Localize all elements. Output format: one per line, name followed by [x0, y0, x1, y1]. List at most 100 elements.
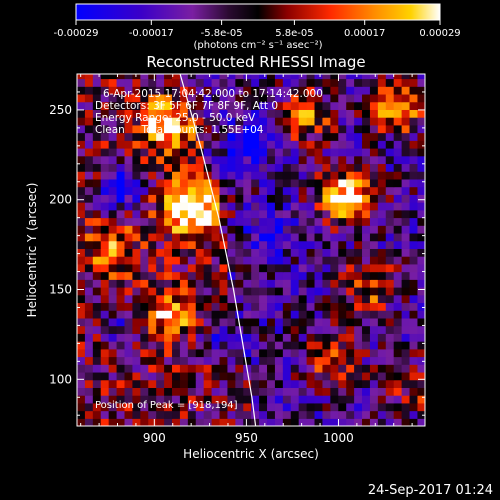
- heatmap-cell: [77, 348, 86, 358]
- heatmap-cell: [306, 402, 316, 412]
- heatmap-cell: [195, 101, 205, 110]
- heatmap-cell: [290, 147, 300, 157]
- heatmap-cell: [290, 217, 300, 226]
- heatmap-cell: [274, 279, 284, 288]
- heatmap-cell: [251, 194, 260, 203]
- heatmap-cell: [195, 325, 205, 334]
- heatmap-cell: [108, 279, 118, 288]
- heatmap-cell: [338, 202, 347, 211]
- heatmap-cell: [306, 356, 316, 365]
- heatmap-cell: [77, 140, 86, 149]
- footer-timestamp: 24-Sep-2017 01:24: [368, 483, 493, 498]
- heatmap-cell: [362, 132, 371, 141]
- heatmap-cell: [290, 225, 300, 234]
- heatmap-cell: [84, 209, 94, 219]
- heatmap-cell: [385, 387, 395, 396]
- heatmap-cell: [401, 147, 411, 157]
- heatmap-cell: [306, 286, 316, 296]
- heatmap-cell: [92, 256, 102, 265]
- heatmap-cell: [156, 317, 165, 327]
- heatmap-cell: [393, 279, 403, 288]
- heatmap-cell: [354, 124, 363, 134]
- heatmap-cell: [267, 117, 276, 126]
- heatmap-cell: [172, 163, 181, 172]
- heatmap-cell: [211, 101, 221, 110]
- heatmap-cell: [187, 341, 197, 350]
- heatmap-cell: [330, 294, 339, 304]
- heatmap-cell: [132, 302, 141, 311]
- heatmap-cell: [393, 395, 403, 404]
- heatmap-cell: [77, 341, 86, 350]
- heatmap-cell: [267, 248, 276, 257]
- heatmap-cell: [298, 124, 308, 134]
- heatmap-cell: [274, 271, 284, 280]
- heatmap-cell: [203, 325, 213, 334]
- heatmap-cell: [274, 248, 284, 257]
- heatmap-cell: [259, 248, 268, 257]
- heatmap-cell: [108, 364, 118, 373]
- heatmap-cell: [362, 163, 371, 172]
- heatmap-cell: [92, 178, 102, 188]
- heatmap-cell: [314, 109, 324, 118]
- heatmap-cell: [346, 325, 355, 334]
- heatmap-cell: [409, 240, 419, 249]
- heatmap-cell: [409, 155, 419, 165]
- heatmap-cell: [116, 124, 126, 134]
- heatmap-cell: [362, 302, 371, 311]
- heatmap-cell: [377, 171, 387, 180]
- heatmap-cell: [346, 240, 355, 249]
- heatmap-cell: [338, 395, 347, 404]
- heatmap-cell: [417, 202, 425, 211]
- heatmap-cell: [314, 325, 324, 334]
- heatmap-cell: [338, 240, 347, 249]
- heatmap-cell: [140, 86, 149, 95]
- heatmap-cell: [140, 356, 149, 365]
- heatmap-cell: [377, 387, 387, 396]
- heatmap-cell: [377, 395, 387, 404]
- heatmap-cell: [235, 178, 244, 188]
- heatmap-cell: [314, 209, 324, 219]
- heatmap-cell: [187, 286, 197, 296]
- heatmap-cell: [362, 364, 371, 373]
- heatmap-cell: [338, 279, 347, 288]
- heatmap-cell: [243, 379, 252, 388]
- heatmap-cell: [274, 209, 284, 219]
- heatmap-cell: [417, 341, 425, 350]
- heatmap-cell: [346, 202, 355, 211]
- heatmap-cell: [227, 387, 236, 396]
- heatmap-cell: [116, 371, 126, 381]
- heatmap-cell: [314, 194, 324, 203]
- heatmap-cell: [172, 410, 181, 419]
- heatmap-cell: [211, 240, 221, 249]
- heatmap-cell: [187, 209, 197, 219]
- heatmap-cell: [156, 171, 165, 180]
- plot-frame: [76, 73, 426, 427]
- heatmap-cell: [409, 132, 419, 141]
- heatmap-cell: [108, 256, 118, 265]
- heatmap-cell: [179, 271, 189, 280]
- heatmap-cell: [290, 117, 300, 126]
- heatmap-cell: [322, 78, 331, 87]
- heatmap-cell: [132, 217, 141, 226]
- heatmap-cell: [393, 132, 403, 141]
- heatmap-cell: [243, 202, 252, 211]
- heatmap-cell: [306, 294, 316, 304]
- heatmap-cell: [322, 178, 331, 188]
- heatmap-cell: [417, 379, 425, 388]
- heatmap-cell: [148, 194, 157, 203]
- colorbar-tick-label: -0.00017: [129, 28, 174, 39]
- heatmap-cell: [92, 418, 102, 426]
- heatmap-cell: [179, 317, 189, 327]
- heatmap-cell: [322, 132, 331, 141]
- heatmap-cell: [92, 155, 102, 165]
- heatmap-cell: [100, 248, 110, 257]
- heatmap-cell: [116, 364, 126, 373]
- heatmap-cell: [322, 140, 331, 149]
- heatmap-cell: [235, 325, 244, 334]
- heatmap-cell: [148, 317, 157, 327]
- heatmap-cell: [417, 93, 425, 103]
- heatmap-cell: [116, 217, 126, 226]
- heatmap-cell: [362, 310, 371, 319]
- heatmap-cell: [251, 410, 260, 419]
- heatmap-cell: [187, 279, 197, 288]
